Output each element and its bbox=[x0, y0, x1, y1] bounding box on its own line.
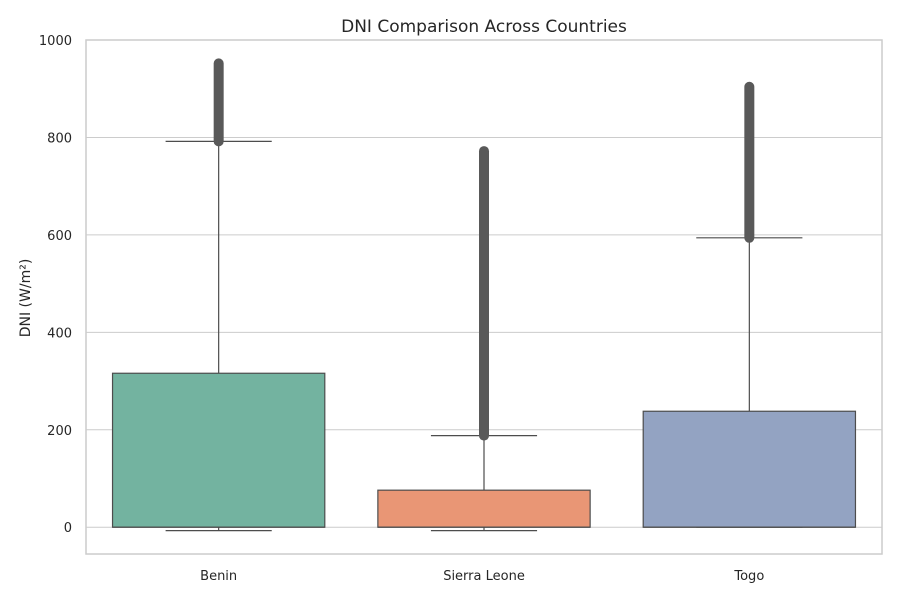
chart-title: DNI Comparison Across Countries bbox=[341, 17, 627, 37]
y-tick-label-1000: 1000 bbox=[39, 34, 72, 49]
y-tick-label-200: 200 bbox=[47, 424, 72, 439]
box-togo bbox=[642, 410, 857, 528]
outliers-togo bbox=[744, 81, 755, 243]
outliers-benin bbox=[213, 58, 224, 147]
box-benin bbox=[111, 372, 326, 528]
x-tick-label-benin: Benin bbox=[200, 569, 237, 584]
y-tick-label-600: 600 bbox=[47, 229, 72, 244]
box-sierra-leone bbox=[377, 489, 591, 528]
y-axis-label: DNI (W/m²) bbox=[18, 259, 34, 338]
outliers-sierra-leone bbox=[479, 146, 489, 441]
plot-frame bbox=[85, 39, 883, 555]
box-group-sierra-leone bbox=[377, 146, 591, 532]
x-tick-label-togo: Togo bbox=[733, 569, 764, 584]
y-tick-label-0: 0 bbox=[64, 521, 72, 536]
y-tick-label-800: 800 bbox=[47, 131, 72, 146]
x-tick-label-sierra-leone: Sierra Leone bbox=[443, 569, 525, 584]
tick-layer: 0 200 400 600 800 1000 Benin Sierra Leone Togo bbox=[39, 34, 764, 584]
box-layer bbox=[111, 58, 857, 532]
box-group-togo bbox=[642, 81, 857, 528]
box-group-benin bbox=[111, 58, 326, 532]
y-tick-label-400: 400 bbox=[47, 326, 72, 341]
